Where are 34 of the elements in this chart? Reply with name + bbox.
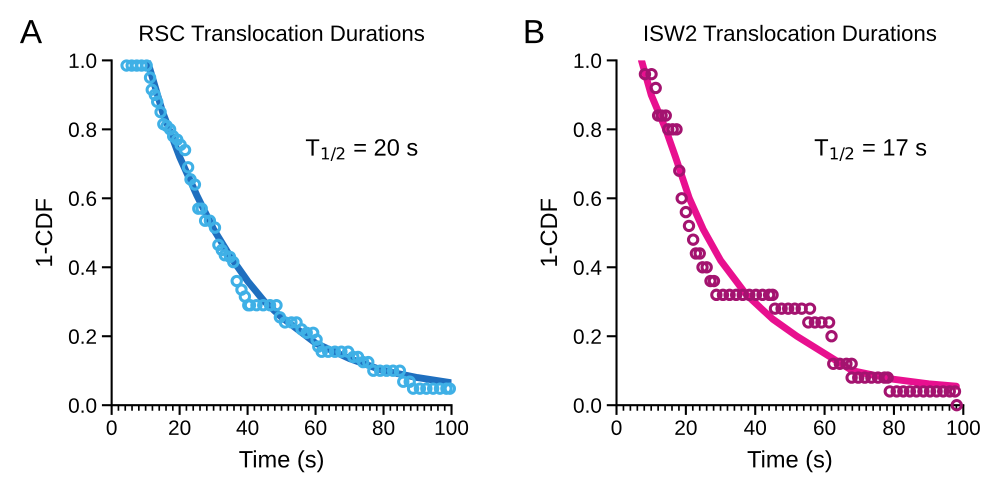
chart-title: RSC Translocation Durations (140, 24, 424, 42)
y-tick-label: 0.6 (68, 191, 96, 206)
y-tick-label: 0.8 (574, 122, 602, 138)
chart-title: ISW2 Translocation Durations (644, 24, 936, 42)
y-tick-label: 0.8 (68, 122, 96, 138)
x-tick-label: 100 (948, 420, 980, 436)
y-tick-label: 0.6 (574, 191, 602, 206)
y-tick-label: 0.0 (574, 398, 602, 413)
x-tick-label: 40 (744, 420, 766, 436)
x-tick-label: 0 (106, 420, 117, 436)
x-tick-label: 0 (612, 420, 622, 436)
x-tick-label: 60 (305, 420, 326, 436)
text: A (20, 20, 42, 44)
y-axis-title: 1-CDF (540, 198, 558, 266)
annotation: T$_{1/2}$ = 17 s (814, 139, 926, 161)
y-axis-title: 1-CDF (36, 198, 52, 266)
x-axis-title: Time (s) (239, 450, 323, 472)
annotation: T$_{1/2}$ = 20 s (306, 139, 418, 161)
x-tick-label: 20 (169, 420, 190, 436)
x-axis-title: Time (s) (748, 450, 832, 472)
y-tick-label: 0.4 (68, 260, 96, 276)
x-tick-label: 80 (883, 420, 905, 436)
x-tick-label: 20 (675, 420, 697, 436)
x-tick-label: 60 (814, 420, 836, 436)
y-tick-label: 1.0 (70, 53, 96, 68)
x-tick-label: 100 (436, 420, 468, 436)
y-tick-label: 0.0 (68, 398, 96, 413)
y-tick-label: 0.2 (574, 329, 601, 344)
y-tick-label: 0.2 (68, 329, 96, 344)
y-tick-label: 1.0 (574, 53, 602, 68)
x-tick-label: 40 (236, 420, 258, 436)
y-tick-label: 0.4 (574, 260, 602, 276)
text: B (526, 20, 544, 44)
x-tick-label: 80 (372, 420, 394, 436)
